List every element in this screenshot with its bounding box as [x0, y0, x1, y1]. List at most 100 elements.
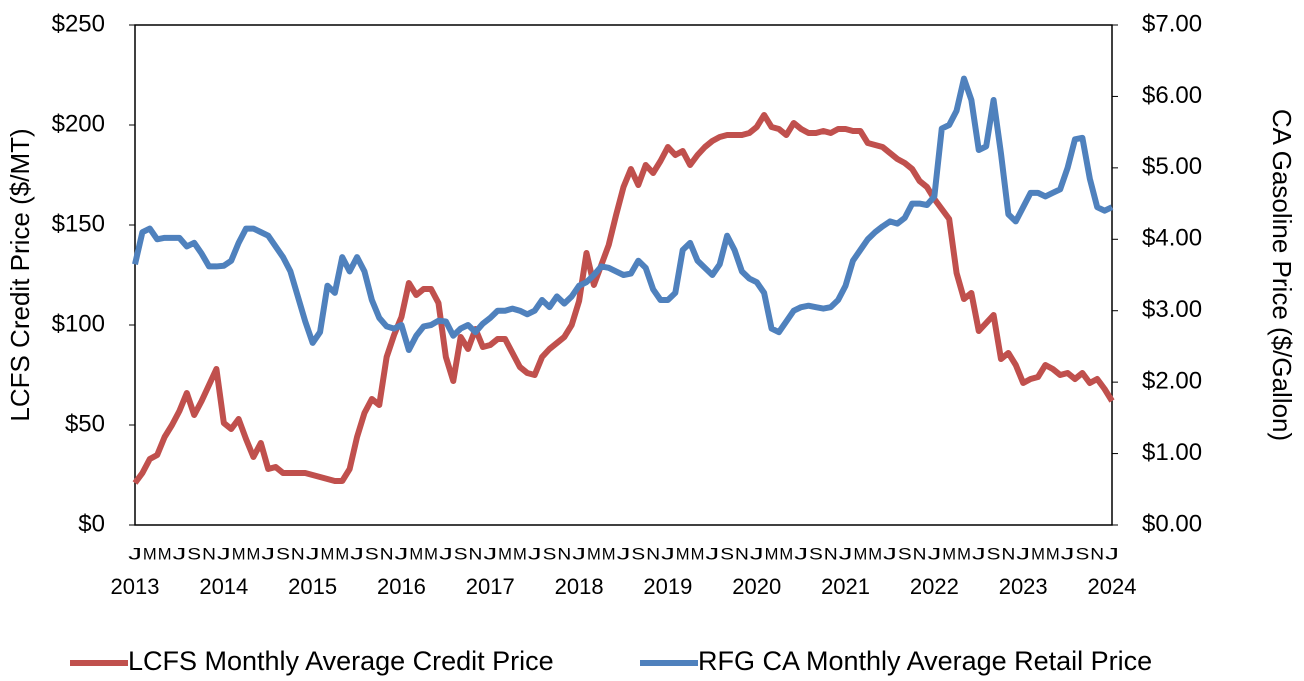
- x-tick-label: J: [1061, 544, 1075, 563]
- x-tick-label: S: [543, 544, 557, 563]
- x-tick-label: N: [735, 544, 749, 563]
- x-tick-label: J: [794, 544, 808, 563]
- x-tick-label: J: [395, 544, 409, 563]
- x-tick-label: S: [898, 544, 912, 563]
- x-tick-label: M: [765, 544, 779, 563]
- x-tick-label: N: [202, 544, 216, 563]
- x-group-label: 2018: [555, 574, 604, 599]
- x-tick-label: M: [779, 544, 793, 563]
- x-tick-label: M: [321, 544, 335, 563]
- y2-tick-label: $5.00: [1142, 153, 1202, 180]
- x-tick-label: N: [824, 544, 838, 563]
- x-tick-label: S: [1075, 544, 1089, 563]
- x-tick-label: J: [528, 544, 542, 563]
- x-tick-label: S: [454, 544, 468, 563]
- x-tick-label: S: [276, 544, 290, 563]
- legend-label: RFG CA Monthly Average Retail Price: [698, 646, 1152, 676]
- x-group-label: 2013: [111, 574, 160, 599]
- x-tick-label: M: [691, 544, 705, 563]
- x-group-label: 2020: [732, 574, 781, 599]
- x-tick-label: S: [720, 544, 734, 563]
- x-tick-label: J: [261, 544, 275, 563]
- x-tick-label: J: [705, 544, 719, 563]
- x-tick-label: M: [942, 544, 956, 563]
- x-tick-label: S: [809, 544, 823, 563]
- y2-tick-label: $0.00: [1142, 510, 1202, 537]
- x-tick-label: M: [676, 544, 690, 563]
- x-tick-label: M: [602, 544, 616, 563]
- x-tick-label: S: [187, 544, 201, 563]
- x-tick-label: J: [173, 544, 187, 563]
- x-group-label: 2015: [288, 574, 337, 599]
- x-tick-label: J: [883, 544, 897, 563]
- series-line: [132, 75, 1114, 353]
- y2-tick-label: $7.00: [1142, 10, 1202, 37]
- x-tick-label: N: [291, 544, 305, 563]
- x-tick-label: M: [335, 544, 349, 563]
- y-tick-label: $100: [52, 310, 105, 337]
- x-tick-label: N: [1090, 544, 1104, 563]
- x-tick-label: J: [617, 544, 631, 563]
- x-tick-label: S: [987, 544, 1001, 563]
- x-tick-label: J: [839, 544, 853, 563]
- x-group-label: 2021: [821, 574, 870, 599]
- x-tick-label: J: [572, 544, 586, 563]
- x-tick-label: J: [350, 544, 364, 563]
- x-tick-label: M: [868, 544, 882, 563]
- x-tick-label: M: [587, 544, 601, 563]
- x-group-label: 2023: [999, 574, 1048, 599]
- x-tick-label: J: [439, 544, 453, 563]
- plot-frame: [134, 24, 1113, 526]
- y2-tick-label: $4.00: [1142, 225, 1202, 252]
- x-tick-label: M: [247, 544, 261, 563]
- x-tick-label: M: [957, 544, 971, 563]
- series-line: [132, 112, 1115, 485]
- y2-tick-label: $6.00: [1142, 82, 1202, 109]
- y2-axis-title: CA Gasoline Price ($/Gallon): [1267, 109, 1297, 441]
- x-tick-label: M: [853, 544, 867, 563]
- x-tick-label: N: [1001, 544, 1015, 563]
- x-tick-label: J: [661, 544, 675, 563]
- x-tick-label: J: [483, 544, 497, 563]
- y-tick-label: $200: [52, 110, 105, 137]
- x-tick-label: N: [913, 544, 927, 563]
- y-tick-label: $250: [52, 10, 105, 37]
- y2-tick-label: $1.00: [1142, 439, 1202, 466]
- x-tick-label: J: [972, 544, 986, 563]
- x-tick-label: M: [1031, 544, 1045, 563]
- x-tick-label: N: [646, 544, 660, 563]
- y-axis-title: LCFS Credit Price ($/MT): [5, 128, 35, 421]
- x-tick-label: N: [380, 544, 394, 563]
- x-tick-label: M: [409, 544, 423, 563]
- x-tick-label: M: [1046, 544, 1060, 563]
- x-tick-label: J: [128, 544, 142, 563]
- x-tick-label: S: [365, 544, 379, 563]
- x-group-label: 2019: [643, 574, 692, 599]
- x-tick-label: J: [750, 544, 764, 563]
- y-tick-label: $0: [78, 510, 105, 537]
- x-tick-label: M: [158, 544, 172, 563]
- x-group-label: 2024: [1088, 574, 1137, 599]
- x-tick-label: M: [424, 544, 438, 563]
- x-tick-label: M: [498, 544, 512, 563]
- x-tick-label: J: [1105, 544, 1119, 563]
- y2-tick-label: $2.00: [1142, 367, 1202, 394]
- x-group-label: 2017: [466, 574, 515, 599]
- x-group-label: 2022: [910, 574, 959, 599]
- x-tick-label: M: [513, 544, 527, 563]
- x-tick-label: M: [232, 544, 246, 563]
- x-tick-label: J: [217, 544, 231, 563]
- x-tick-label: N: [557, 544, 571, 563]
- x-tick-label: M: [143, 544, 157, 563]
- x-tick-label: S: [631, 544, 645, 563]
- y-tick-label: $50: [65, 410, 105, 437]
- x-tick-label: J: [306, 544, 320, 563]
- y2-tick-label: $3.00: [1142, 296, 1202, 323]
- x-tick-label: N: [469, 544, 483, 563]
- x-tick-label: J: [927, 544, 941, 563]
- x-group-label: 2014: [199, 574, 248, 599]
- x-tick-label: J: [1016, 544, 1030, 563]
- x-group-label: 2016: [377, 574, 426, 599]
- y-tick-label: $150: [52, 210, 105, 237]
